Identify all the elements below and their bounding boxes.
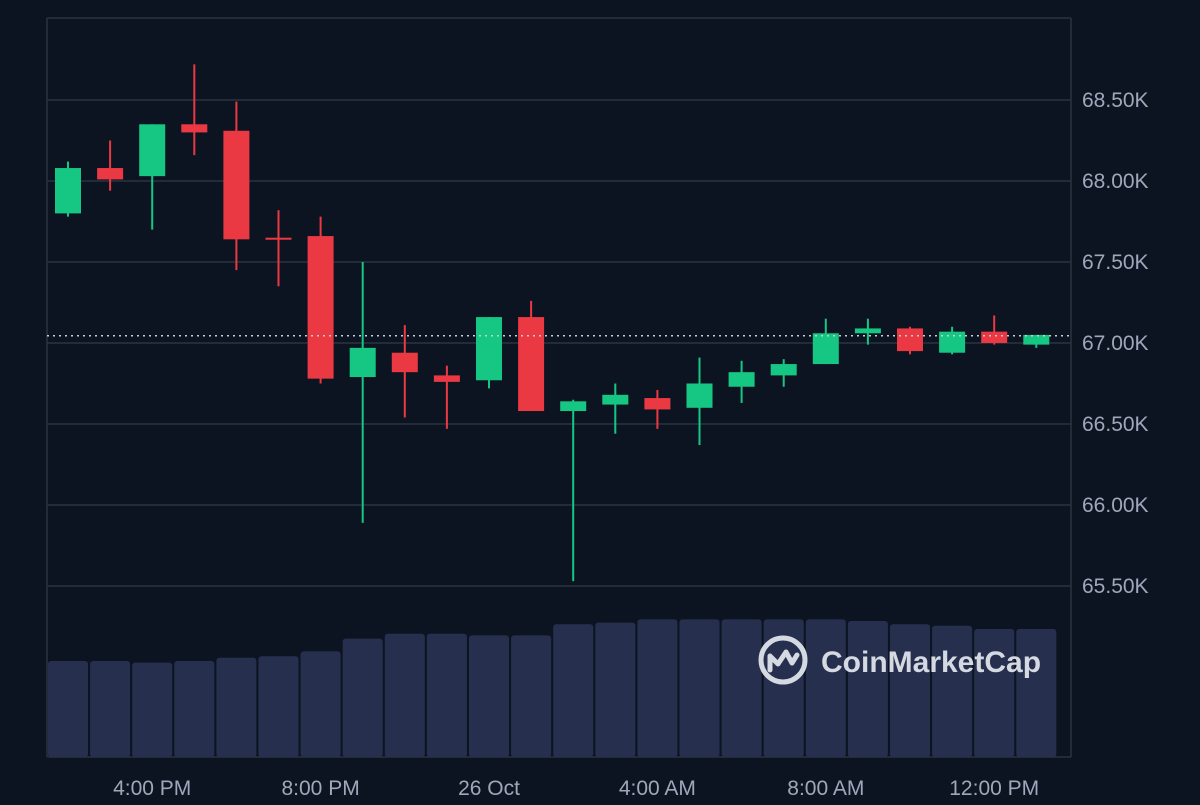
volume-bars — [48, 619, 1057, 757]
volume-bar — [384, 633, 425, 757]
candle-down — [433, 365, 460, 429]
y-tick-label: 67.50K — [1082, 251, 1149, 274]
candle-body — [265, 237, 292, 240]
candle-up — [728, 360, 755, 403]
candle-body — [939, 331, 966, 353]
volume-bar — [721, 619, 762, 757]
candle-down — [644, 389, 671, 429]
candle-body — [476, 317, 502, 381]
volume-bar — [763, 619, 804, 757]
coinmarketcap-watermark: CoinMarketCap — [758, 635, 1041, 685]
y-tick-label: 66.00K — [1082, 494, 1149, 517]
candle-down — [897, 326, 923, 355]
x-tick-label: 4:00 PM — [113, 777, 191, 800]
candle-body — [1023, 334, 1050, 345]
coinmarketcap-logo-icon — [758, 635, 808, 685]
y-tick-label: 67.00K — [1082, 332, 1149, 355]
candle-up — [55, 161, 81, 217]
candle-up — [770, 359, 797, 387]
candle-body — [433, 375, 460, 382]
candle-body — [644, 398, 671, 410]
candle-body — [854, 328, 881, 334]
volume-bar — [679, 619, 720, 757]
candle-body — [728, 372, 755, 387]
candle-body — [812, 333, 839, 365]
volume-bar — [637, 619, 678, 757]
candle-up — [476, 317, 502, 389]
y-tick-label: 65.50K — [1082, 575, 1149, 598]
candle-body — [518, 317, 545, 412]
candle-body — [602, 394, 629, 405]
candle-up — [812, 318, 839, 365]
volume-bar — [174, 661, 215, 757]
grid — [46, 17, 1072, 758]
volume-bar — [342, 638, 383, 757]
candle-down — [391, 325, 418, 418]
volume-bar — [932, 625, 973, 757]
x-tick-label: 8:00 AM — [787, 777, 864, 800]
candle-down — [97, 140, 124, 191]
candle-body — [686, 383, 713, 408]
x-tick-label: 26 Oct — [458, 777, 520, 800]
candle-down — [181, 64, 208, 156]
volume-bar — [258, 656, 299, 757]
y-tick-label: 68.00K — [1082, 170, 1149, 193]
volume-bar — [553, 624, 594, 757]
candle-body — [139, 124, 166, 177]
candle-up — [939, 326, 966, 355]
candle-up — [686, 357, 713, 446]
x-axis: 4:00 PM 8:00 PM 26 Oct 4:00 AM 8:00 AM 12:00 … — [113, 777, 1039, 800]
volume-bar — [847, 621, 888, 757]
y-tick-label: 68.50K — [1082, 89, 1149, 112]
candles — [55, 64, 1050, 582]
volume-bar — [469, 635, 509, 757]
volume-bar — [132, 662, 173, 757]
candle-body — [97, 168, 124, 180]
candle-up — [1023, 334, 1050, 348]
volume-bar — [216, 657, 257, 757]
x-tick-label: 12:00 PM — [949, 777, 1039, 800]
candle-up — [854, 318, 881, 345]
candle-up — [560, 399, 587, 582]
candle-down — [518, 300, 545, 412]
candle-body — [391, 352, 418, 373]
candle-down — [307, 216, 334, 384]
volume-bar — [595, 622, 636, 757]
volume-bar — [890, 624, 930, 757]
candle-down — [223, 101, 250, 271]
candle-body — [349, 347, 376, 378]
candle-up — [349, 262, 376, 523]
candle-up — [602, 383, 629, 434]
candle-down — [265, 210, 292, 287]
candle-body — [223, 130, 250, 240]
candle-body — [55, 168, 81, 214]
x-tick-label: 8:00 PM — [281, 777, 359, 800]
volume-bar — [1016, 629, 1057, 757]
candle-body — [560, 401, 587, 412]
candle-body — [897, 328, 923, 352]
candle-body — [981, 331, 1008, 343]
y-axis: 68.50K 68.00K 67.50K 67.00K 66.50K 66.00K 65.5… — [1082, 89, 1149, 598]
candle-up — [139, 124, 166, 230]
candle-body — [181, 124, 208, 133]
y-tick-label: 66.50K — [1082, 413, 1149, 436]
brand-name: CoinMarketCap — [821, 646, 1041, 679]
candle-body — [770, 364, 797, 376]
volume-bar — [48, 661, 88, 757]
candle-body — [307, 236, 334, 379]
x-tick-label: 4:00 AM — [619, 777, 696, 800]
volume-bar — [426, 633, 467, 757]
volume-bar — [974, 629, 1015, 757]
volume-bar — [300, 651, 341, 757]
candle-down — [981, 315, 1008, 345]
volume-bar — [805, 619, 846, 757]
volume-bar — [90, 661, 131, 757]
volume-bar — [511, 635, 552, 757]
